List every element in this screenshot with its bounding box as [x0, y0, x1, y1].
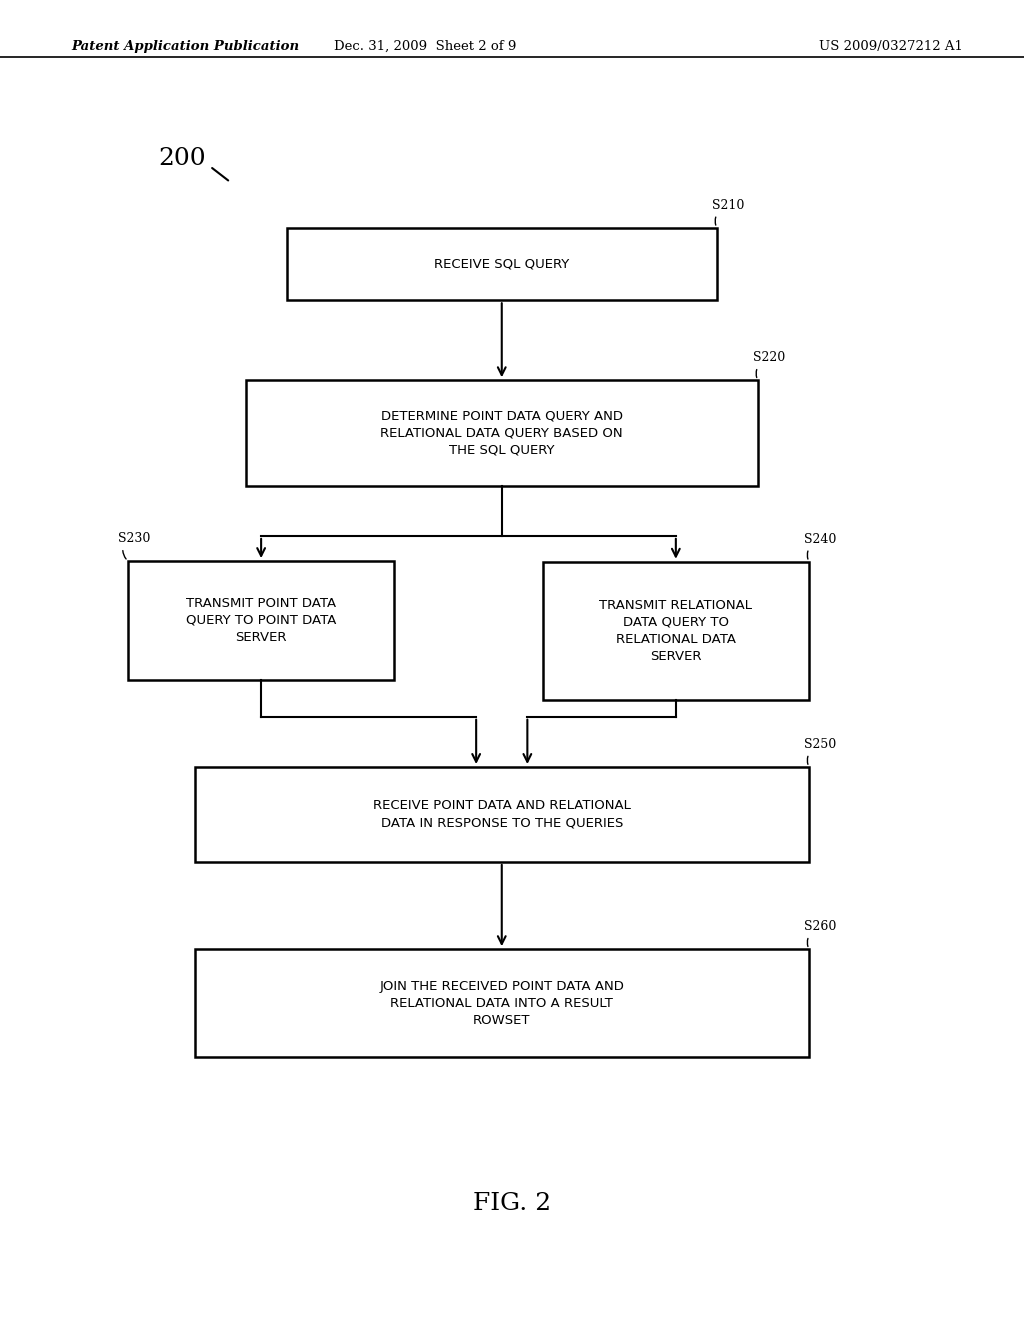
Bar — [195, 767, 809, 862]
Text: Dec. 31, 2009  Sheet 2 of 9: Dec. 31, 2009 Sheet 2 of 9 — [334, 40, 516, 53]
Text: JOIN THE RECEIVED POINT DATA AND
RELATIONAL DATA INTO A RESULT
ROWSET: JOIN THE RECEIVED POINT DATA AND RELATIO… — [379, 979, 625, 1027]
Text: Patent Application Publication: Patent Application Publication — [72, 40, 300, 53]
Bar — [543, 562, 809, 700]
Text: S240: S240 — [804, 533, 837, 546]
Text: US 2009/0327212 A1: US 2009/0327212 A1 — [819, 40, 963, 53]
Text: RECEIVE SQL QUERY: RECEIVE SQL QUERY — [434, 257, 569, 271]
Bar — [287, 227, 717, 300]
Text: TRANSMIT RELATIONAL
DATA QUERY TO
RELATIONAL DATA
SERVER: TRANSMIT RELATIONAL DATA QUERY TO RELATI… — [599, 599, 753, 663]
Text: 200: 200 — [159, 147, 207, 170]
Bar — [195, 949, 809, 1057]
Text: FIG. 2: FIG. 2 — [473, 1192, 551, 1216]
Text: TRANSMIT POINT DATA
QUERY TO POINT DATA
SERVER: TRANSMIT POINT DATA QUERY TO POINT DATA … — [186, 597, 336, 644]
Text: DETERMINE POINT DATA QUERY AND
RELATIONAL DATA QUERY BASED ON
THE SQL QUERY: DETERMINE POINT DATA QUERY AND RELATIONA… — [381, 409, 623, 457]
Text: S230: S230 — [118, 532, 151, 545]
Text: S260: S260 — [804, 920, 837, 933]
Bar — [246, 380, 758, 486]
Text: S220: S220 — [753, 351, 784, 364]
Text: S210: S210 — [712, 199, 744, 211]
Text: S250: S250 — [804, 738, 836, 751]
Text: RECEIVE POINT DATA AND RELATIONAL
DATA IN RESPONSE TO THE QUERIES: RECEIVE POINT DATA AND RELATIONAL DATA I… — [373, 800, 631, 829]
Bar — [128, 561, 394, 680]
